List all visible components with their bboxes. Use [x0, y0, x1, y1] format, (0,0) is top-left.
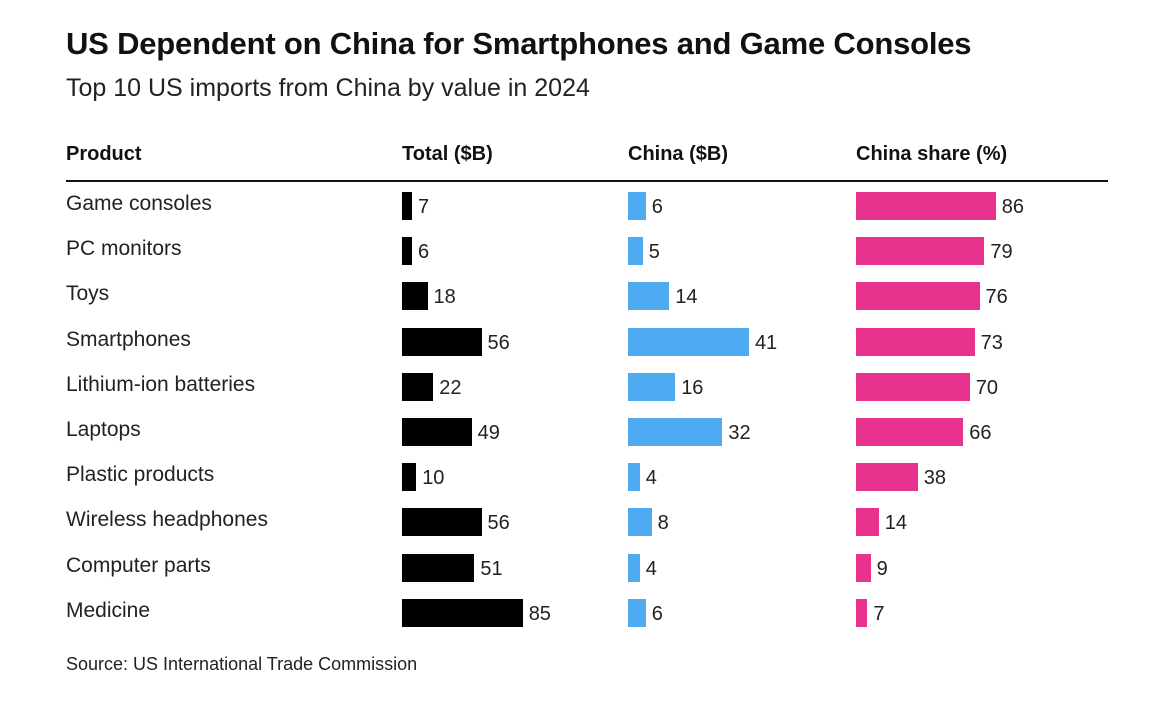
share-bar	[856, 508, 879, 537]
share-bar	[856, 598, 868, 627]
share-bar	[856, 237, 985, 266]
share-value-label: 9	[876, 557, 888, 580]
total-bar	[402, 237, 412, 266]
source-note: Source: US International Trade Commissio…	[66, 654, 418, 674]
total-value-label: 85	[528, 602, 551, 625]
share-value-label: 70	[975, 376, 998, 399]
share-value-label: 38	[923, 467, 946, 490]
header-share: China share (%)	[856, 143, 1008, 165]
total-value-label: 49	[477, 422, 500, 444]
total-value-label: 6	[418, 241, 430, 264]
table-row: Computer parts 51 4 9	[0, 553, 1170, 598]
product-label: Wireless headphones	[66, 508, 268, 532]
china-bar	[628, 418, 723, 446]
product-label: Laptops	[66, 418, 141, 441]
share-value-label: 79	[990, 241, 1013, 264]
china-bar	[628, 192, 646, 220]
total-value-label: 10	[422, 467, 445, 490]
china-bar	[628, 327, 749, 356]
table-row: Laptops 49 32 66	[0, 418, 1170, 462]
share-bar	[856, 463, 918, 492]
table-row: Medicine 85 6 7	[0, 598, 1170, 643]
china-value-label: 6	[651, 196, 663, 218]
chart-subtitle: Top 10 US imports from China by value in…	[66, 74, 590, 102]
table-row: Lithium-ion batteries 22 16 70	[0, 372, 1170, 417]
china-value-label: 8	[657, 512, 669, 535]
total-bar	[402, 418, 472, 446]
china-bar	[628, 553, 640, 582]
product-label: Toys	[66, 282, 110, 306]
china-value-label: 41	[754, 331, 778, 354]
china-bar	[628, 237, 643, 266]
product-label: Plastic products	[66, 463, 215, 487]
china-bar	[628, 463, 640, 492]
share-value-label: 14	[884, 512, 907, 535]
china-value-label: 16	[681, 376, 704, 399]
header-product: Product	[66, 143, 142, 165]
header-china: China ($B)	[628, 143, 728, 165]
china-value-label: 5	[648, 241, 660, 264]
product-label: Game consoles	[66, 192, 212, 215]
product-label: PC monitors	[66, 237, 182, 261]
total-bar	[402, 327, 482, 356]
total-value-label: 22	[439, 376, 462, 399]
share-value-label: 73	[980, 331, 1003, 354]
share-value-label: 76	[985, 286, 1008, 309]
total-value-label: 56	[487, 512, 510, 535]
table-row: Plastic products 10 4 38	[0, 463, 1170, 507]
share-bar	[856, 282, 980, 311]
table-row: Game consoles 7 6 86	[0, 192, 1170, 236]
share-value-label: 86	[1001, 196, 1024, 218]
total-bar	[402, 553, 475, 582]
product-label: Medicine	[66, 598, 151, 622]
china-value-label: 14	[675, 286, 698, 309]
china-value-label: 4	[645, 557, 657, 580]
header-total: Total ($B)	[402, 143, 493, 165]
china-bar	[628, 598, 646, 627]
total-value-label: 18	[433, 286, 456, 309]
table-row: Smartphones 56 41 73	[0, 327, 1170, 372]
total-value-label: 56	[487, 331, 510, 354]
china-bar	[628, 282, 670, 311]
china-value-label: 6	[651, 602, 663, 625]
total-value-label: 51	[480, 557, 503, 580]
china-value-label: 32	[728, 422, 751, 444]
total-bar	[402, 598, 523, 627]
product-label: Lithium-ion batteries	[66, 372, 256, 396]
china-value-label: 4	[645, 467, 657, 490]
total-bar	[402, 463, 417, 492]
chart-title: US Dependent on China for Smartphones an…	[66, 26, 972, 61]
share-bar	[856, 418, 964, 446]
share-bar	[856, 553, 871, 582]
product-label: Smartphones	[66, 327, 191, 351]
china-bar	[628, 372, 676, 401]
table-row: Wireless headphones 56 8 14	[0, 508, 1170, 552]
share-value-label: 66	[969, 422, 992, 444]
table-row: PC monitors 6 5 79	[0, 237, 1170, 281]
china-bar	[628, 508, 652, 537]
share-value-label: 7	[873, 602, 885, 625]
share-bar	[856, 327, 975, 356]
total-bar	[402, 508, 482, 537]
total-bar	[402, 282, 428, 311]
total-bar	[402, 372, 434, 401]
table-row: Toys 18 14 76	[0, 282, 1170, 326]
total-bar	[402, 192, 412, 220]
product-label: Computer parts	[66, 553, 211, 577]
share-bar	[856, 192, 996, 220]
header-rule	[66, 180, 1108, 182]
share-bar	[856, 372, 970, 401]
total-value-label: 7	[418, 196, 430, 218]
